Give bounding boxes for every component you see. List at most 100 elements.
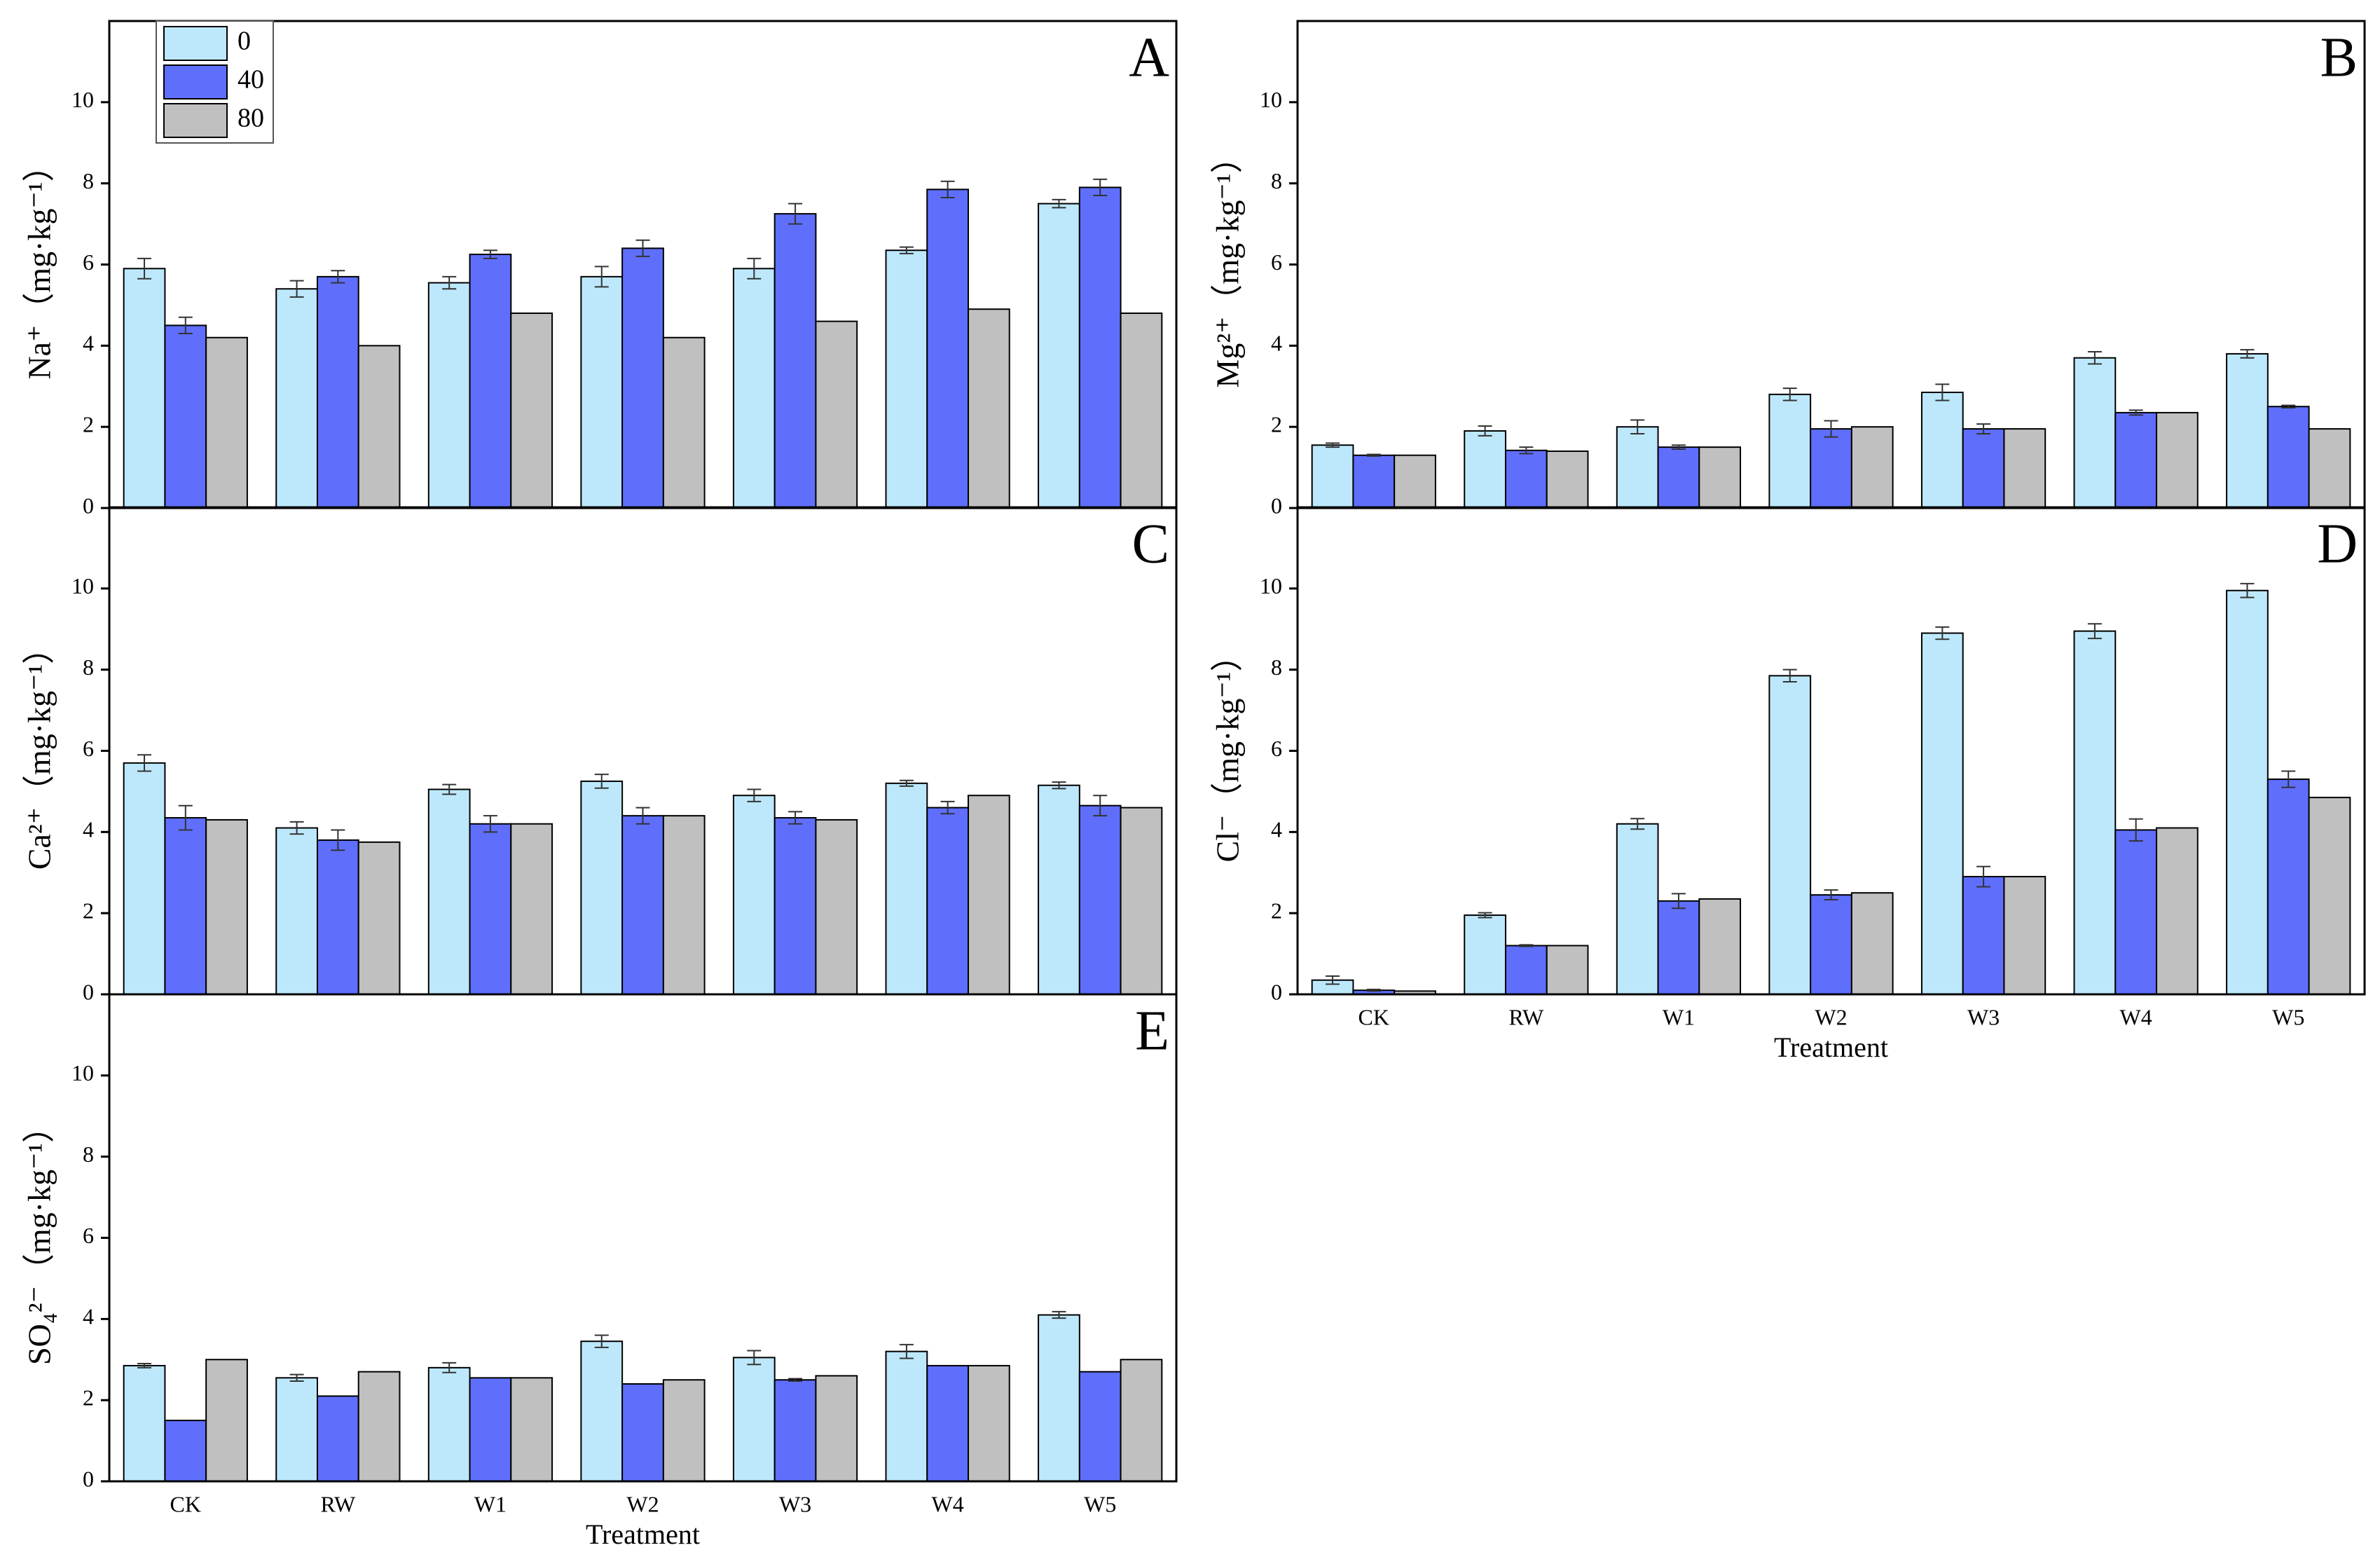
legend-swatch: [163, 103, 228, 138]
bar: [469, 254, 512, 509]
x-tick-label: W1: [474, 1491, 507, 1516]
bar: [316, 839, 359, 995]
bar: [469, 1377, 512, 1482]
x-tick-label: RW: [1508, 1004, 1544, 1029]
bar: [205, 818, 248, 996]
bar: [773, 817, 817, 995]
bar: [357, 345, 401, 509]
x-tick-label: W5: [2272, 1004, 2304, 1029]
x-tick-label: CK: [170, 1491, 201, 1516]
y-tick-label: 2: [83, 1385, 94, 1411]
bar: [2266, 778, 2310, 995]
bar: [1616, 426, 1659, 509]
x-tick-label: W4: [932, 1491, 964, 1516]
y-tick-label: 2: [83, 412, 94, 437]
bar: [885, 1350, 928, 1482]
bar: [1078, 804, 1122, 995]
bar: [275, 288, 318, 509]
bar: [1920, 632, 1964, 995]
y-tick-label: 4: [1271, 331, 1282, 356]
y-tick-label: 6: [1271, 249, 1282, 275]
y-axis-label: Mg²⁺（mg·kg⁻¹）: [1210, 141, 1246, 387]
panel-label: E: [1135, 1000, 1169, 1062]
bar: [1504, 945, 1548, 995]
bar: [885, 782, 928, 996]
y-tick-label: 8: [83, 1141, 94, 1167]
bar: [510, 313, 553, 509]
x-tick-label: W5: [1084, 1491, 1116, 1516]
bar: [1394, 454, 1436, 509]
y-tick-label: 6: [83, 736, 94, 761]
bar: [1120, 313, 1163, 509]
bar: [1920, 391, 1964, 509]
y-tick-label: 8: [83, 168, 94, 193]
y-tick-label: 10: [1260, 573, 1282, 598]
x-tick-label: CK: [1358, 1004, 1389, 1029]
bar: [316, 1395, 359, 1482]
bar: [427, 282, 471, 509]
bar: [316, 275, 359, 509]
bar: [580, 780, 624, 995]
bar: [1078, 186, 1122, 509]
y-tick-label: 4: [83, 817, 94, 842]
y-tick-label: 4: [83, 331, 94, 356]
bar: [2114, 829, 2158, 995]
bar: [1768, 393, 1812, 509]
bar: [1962, 876, 2005, 995]
bar: [926, 188, 970, 509]
bar: [732, 795, 776, 996]
bar: [510, 1377, 553, 1482]
bar: [123, 762, 166, 995]
x-tick-label: W2: [626, 1491, 659, 1516]
bar: [427, 788, 471, 996]
bar: [469, 823, 512, 995]
bar: [2308, 797, 2351, 995]
bar: [1038, 784, 1080, 995]
x-axis-label: Treatment: [1774, 1031, 1888, 1063]
bar: [732, 1357, 776, 1482]
y-tick-label: 0: [83, 1466, 94, 1491]
bar: [815, 1375, 858, 1482]
bar: [2003, 428, 2047, 509]
bar: [621, 247, 664, 509]
bar: [1546, 945, 1589, 995]
bar: [1504, 449, 1548, 509]
y-tick-label: 8: [1271, 168, 1282, 193]
y-tick-label: 2: [1271, 412, 1282, 437]
bar: [1120, 807, 1163, 996]
bar: [662, 815, 706, 995]
bar: [1616, 823, 1659, 995]
bar: [968, 1364, 1010, 1482]
bar: [2308, 428, 2351, 509]
x-tick-label: W3: [779, 1491, 811, 1516]
bar: [926, 807, 970, 996]
bar: [732, 268, 776, 509]
y-tick-label: 2: [83, 898, 94, 924]
y-tick-label: 0: [1271, 979, 1282, 1004]
legend-label: 80: [238, 104, 264, 133]
legend-label: 40: [238, 65, 264, 95]
bar: [205, 336, 248, 509]
bar: [2114, 411, 2158, 509]
bar: [164, 817, 207, 995]
bar: [815, 320, 858, 509]
bar: [510, 823, 553, 995]
bar: [926, 1364, 970, 1482]
bar: [773, 1379, 817, 1483]
bar: [2226, 589, 2269, 995]
panel-label: A: [1129, 27, 1169, 88]
bar: [815, 818, 858, 996]
y-axis-label: Na⁺（mg·kg⁻¹）: [22, 149, 57, 379]
x-tick-label: W2: [1815, 1004, 1847, 1029]
bar: [621, 1383, 664, 1482]
y-axis-label: Ca²⁺（mg·kg⁻¹）: [22, 632, 57, 870]
legend-swatch: [163, 64, 228, 100]
bar: [275, 1377, 318, 1482]
y-tick-label: 4: [1271, 817, 1282, 842]
bar: [2073, 630, 2117, 995]
bar: [123, 268, 166, 509]
y-tick-label: 0: [83, 979, 94, 1004]
bar: [123, 1364, 166, 1482]
bar: [1962, 428, 2005, 509]
y-tick-label: 6: [83, 249, 94, 275]
